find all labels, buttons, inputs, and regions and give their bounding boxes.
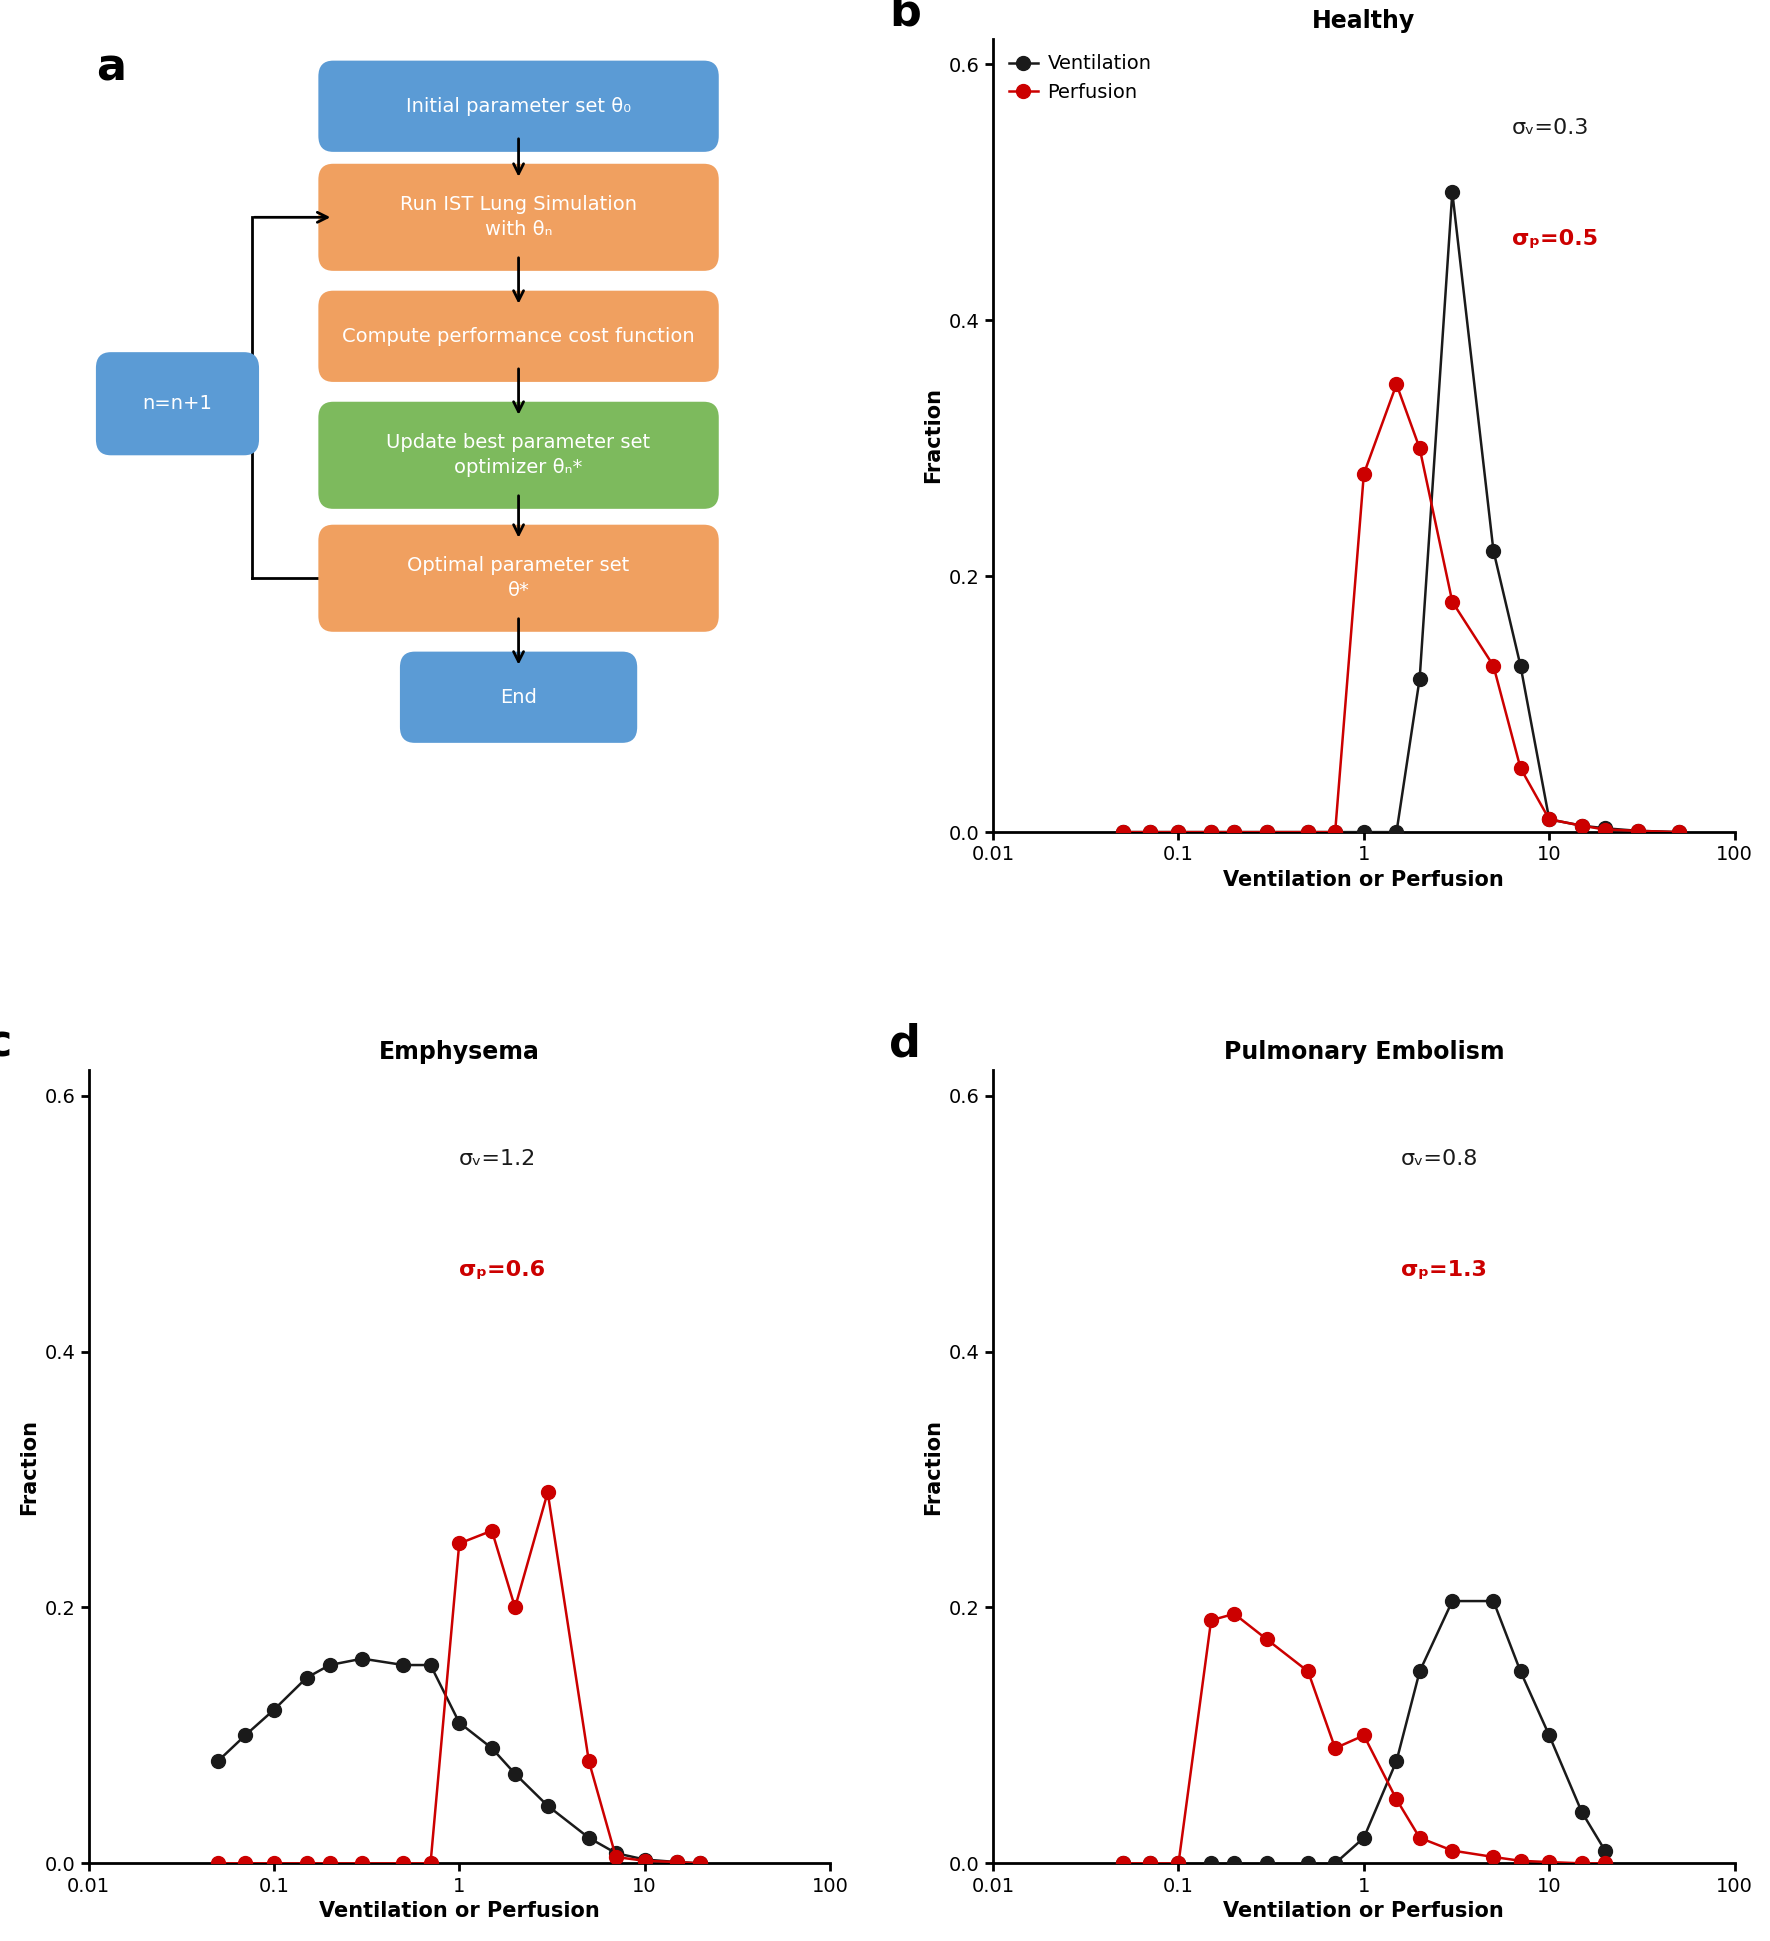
Text: Run IST Lung Simulation
with θₙ: Run IST Lung Simulation with θₙ <box>400 196 637 239</box>
X-axis label: Ventilation or Perfusion: Ventilation or Perfusion <box>319 1900 600 1922</box>
Text: Update best parameter set
optimizer θₙ*: Update best parameter set optimizer θₙ* <box>386 433 651 477</box>
Text: b: b <box>889 0 920 35</box>
FancyBboxPatch shape <box>319 163 719 272</box>
X-axis label: Ventilation or Perfusion: Ventilation or Perfusion <box>1223 1900 1504 1922</box>
FancyBboxPatch shape <box>319 60 719 151</box>
Text: n=n+1: n=n+1 <box>143 394 212 413</box>
Text: Initial parameter set θ₀: Initial parameter set θ₀ <box>405 97 632 116</box>
Text: σₚ=0.6: σₚ=0.6 <box>458 1260 545 1281</box>
Text: d: d <box>889 1023 920 1066</box>
Title: Emphysema: Emphysema <box>379 1040 540 1064</box>
Title: Pulmonary Embolism: Pulmonary Embolism <box>1223 1040 1504 1064</box>
Text: Optimal parameter set
θ*: Optimal parameter set θ* <box>407 557 630 600</box>
FancyBboxPatch shape <box>96 351 258 456</box>
Text: σᵥ=1.2: σᵥ=1.2 <box>458 1149 536 1168</box>
FancyBboxPatch shape <box>319 524 719 633</box>
FancyBboxPatch shape <box>400 652 637 743</box>
X-axis label: Ventilation or Perfusion: Ventilation or Perfusion <box>1223 870 1504 889</box>
Y-axis label: Fraction: Fraction <box>924 1419 943 1514</box>
Text: Compute performance cost function: Compute performance cost function <box>342 326 696 345</box>
Text: σₚ=0.5: σₚ=0.5 <box>1512 229 1598 248</box>
FancyBboxPatch shape <box>319 291 719 382</box>
Title: Healthy: Healthy <box>1312 8 1416 33</box>
Legend: Ventilation, Perfusion: Ventilation, Perfusion <box>1004 49 1158 109</box>
Text: σᵥ=0.8: σᵥ=0.8 <box>1400 1149 1478 1168</box>
Text: a: a <box>96 47 126 89</box>
Text: σₚ=1.3: σₚ=1.3 <box>1400 1260 1487 1281</box>
Text: c: c <box>0 1023 11 1066</box>
FancyBboxPatch shape <box>319 402 719 509</box>
Y-axis label: Fraction: Fraction <box>924 388 943 483</box>
Text: End: End <box>501 687 536 707</box>
Text: σᵥ=0.3: σᵥ=0.3 <box>1512 118 1589 138</box>
Y-axis label: Fraction: Fraction <box>19 1419 39 1514</box>
